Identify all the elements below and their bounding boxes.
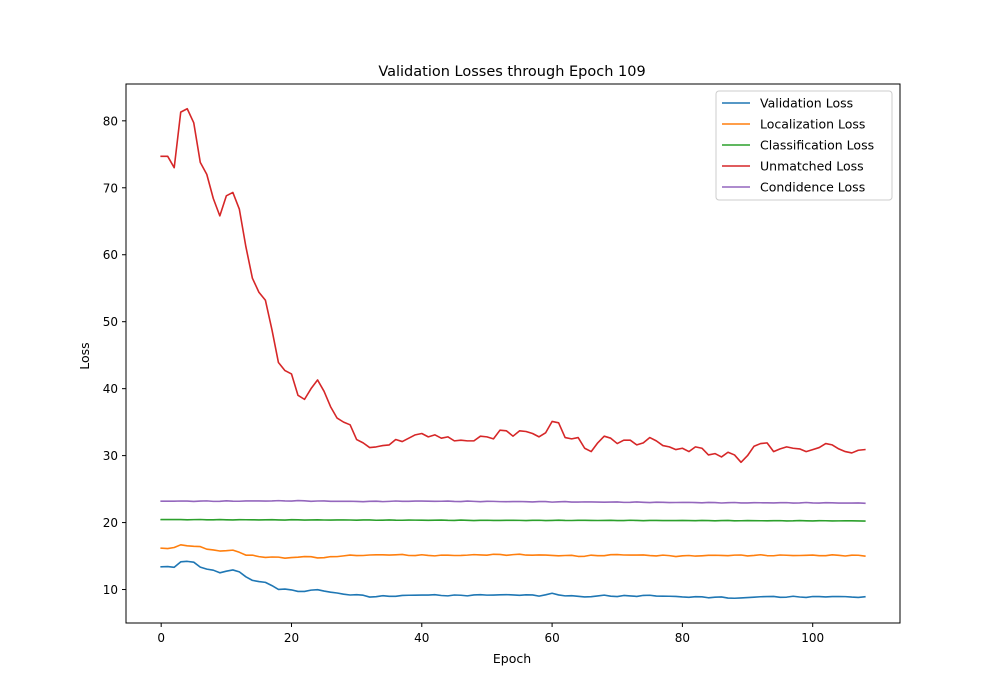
x-tick-label: 40 (414, 631, 429, 645)
legend-label-localization-loss: Localization Loss (760, 117, 865, 132)
series-line-classification-loss (160, 518, 866, 522)
series-line-unmatched-loss (160, 107, 866, 464)
x-tick-label: 0 (157, 631, 165, 645)
x-tick-label: 100 (801, 631, 824, 645)
plot-frame (125, 83, 901, 624)
x-axis-label: Epoch (493, 651, 531, 666)
legend-entries: Validation Loss Localization Loss Classifi… (722, 96, 874, 195)
y-tick-label: 80 (103, 114, 118, 128)
x-tick-label: 60 (544, 631, 559, 645)
y-tick-label: 50 (103, 315, 118, 329)
legend-label-unmatched-loss: Unmatched Loss (760, 159, 864, 174)
legend-label-classification-loss: Classification Loss (760, 138, 874, 153)
y-axis-label: Loss (77, 342, 92, 369)
legend-label-validation-loss: Validation Loss (760, 96, 853, 111)
series-line-localization-loss (160, 544, 866, 559)
y-tick-label: 60 (103, 248, 118, 262)
series-line-validation-loss (160, 560, 866, 600)
x-tick-label: 80 (675, 631, 690, 645)
x-tick-label: 20 (284, 631, 299, 645)
chart-title: Validation Losses through Epoch 109 (378, 64, 645, 80)
series-line-condidence-loss (160, 499, 866, 505)
legend-box (715, 90, 893, 201)
y-axis: 10 20 30 40 50 60 70 80 (103, 114, 126, 597)
legend: Validation Loss Localization Loss Classifi… (715, 90, 893, 201)
y-tick-label: 20 (103, 516, 118, 530)
y-tick-label: 40 (103, 382, 118, 396)
plot-lines (160, 107, 866, 600)
y-tick-label: 70 (103, 181, 118, 195)
legend-label-condidence-loss: Condidence Loss (760, 180, 865, 195)
y-tick-label: 30 (103, 449, 118, 463)
x-axis: 0 20 40 60 80 100 (157, 623, 824, 645)
y-tick-label: 10 (103, 583, 118, 597)
